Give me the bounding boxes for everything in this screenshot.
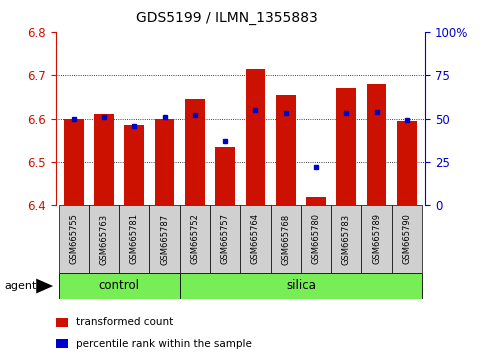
Bar	[270, 205, 301, 273]
Text: GSM665790: GSM665790	[402, 213, 412, 264]
Bar	[64, 119, 84, 205]
Bar	[241, 205, 270, 273]
Text: GSM665780: GSM665780	[312, 213, 321, 264]
Text: GSM665768: GSM665768	[281, 213, 290, 264]
Text: transformed count: transformed count	[76, 317, 173, 327]
Bar	[56, 318, 69, 327]
Bar	[56, 339, 69, 348]
Bar	[58, 205, 89, 273]
Text: GSM665787: GSM665787	[160, 213, 169, 264]
Bar	[185, 99, 205, 205]
Bar	[306, 197, 326, 205]
Text: agent: agent	[5, 281, 37, 291]
Bar	[149, 205, 180, 273]
Bar	[245, 69, 265, 205]
Text: GSM665752: GSM665752	[190, 213, 199, 264]
Bar	[367, 84, 386, 205]
Text: GSM665789: GSM665789	[372, 213, 381, 264]
Bar	[337, 88, 356, 205]
Bar	[58, 273, 180, 299]
Bar	[180, 205, 210, 273]
Bar	[331, 205, 361, 273]
Text: GSM665783: GSM665783	[342, 213, 351, 264]
Text: GSM665763: GSM665763	[99, 213, 109, 264]
Bar	[361, 205, 392, 273]
Bar	[89, 205, 119, 273]
Bar	[397, 121, 417, 205]
Polygon shape	[36, 279, 53, 293]
Bar	[301, 205, 331, 273]
Bar	[94, 114, 114, 205]
Bar	[180, 273, 422, 299]
Text: GSM665757: GSM665757	[221, 213, 229, 264]
Text: GDS5199 / ILMN_1355883: GDS5199 / ILMN_1355883	[136, 11, 318, 25]
Text: GSM665755: GSM665755	[69, 213, 78, 264]
Bar	[119, 205, 149, 273]
Bar	[155, 119, 174, 205]
Bar	[215, 147, 235, 205]
Text: silica: silica	[286, 279, 316, 292]
Bar	[392, 205, 422, 273]
Text: percentile rank within the sample: percentile rank within the sample	[76, 338, 252, 349]
Text: GSM665781: GSM665781	[130, 213, 139, 264]
Text: GSM665764: GSM665764	[251, 213, 260, 264]
Bar	[276, 95, 296, 205]
Text: control: control	[99, 279, 140, 292]
Bar	[125, 125, 144, 205]
Bar	[210, 205, 241, 273]
